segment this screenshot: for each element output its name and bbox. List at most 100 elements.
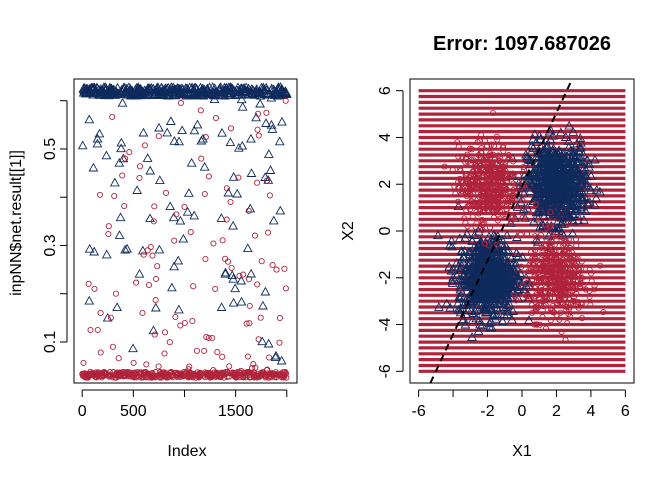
point-triangle xyxy=(485,267,495,276)
point-circle xyxy=(466,202,473,209)
point-triangle xyxy=(452,270,462,280)
point-triangle xyxy=(582,154,593,164)
point-triangle xyxy=(225,137,236,147)
point-circle xyxy=(153,275,160,282)
point-circle xyxy=(537,284,545,291)
point-triangle xyxy=(465,249,475,259)
point-triangle xyxy=(112,302,122,312)
point-triangle xyxy=(200,88,211,98)
point-triangle xyxy=(566,186,577,196)
point-triangle xyxy=(579,171,590,180)
point-triangle xyxy=(92,138,103,148)
point-circle xyxy=(227,198,234,206)
point-triangle xyxy=(260,286,271,296)
point-triangle xyxy=(447,275,458,285)
left-xlabel: Index xyxy=(167,443,206,460)
point-triangle xyxy=(557,173,567,183)
decision-boundary-line xyxy=(429,78,574,384)
point-circle xyxy=(561,292,568,299)
point-triangle xyxy=(444,240,455,250)
point-circle xyxy=(145,281,153,289)
point-circle xyxy=(539,313,546,321)
point-circle xyxy=(545,263,552,270)
point-circle xyxy=(591,283,598,290)
point-triangle xyxy=(275,205,286,215)
point-circle xyxy=(473,209,480,216)
point-circle xyxy=(519,197,526,204)
point-circle xyxy=(263,109,270,116)
point-triangle xyxy=(467,315,478,324)
point-circle xyxy=(485,163,493,170)
point-triangle xyxy=(223,187,234,197)
point-triangle xyxy=(258,300,268,310)
point-circle xyxy=(177,99,184,107)
point-circle xyxy=(528,309,535,317)
point-circle xyxy=(441,163,448,170)
point-circle xyxy=(476,225,484,232)
point-triangle xyxy=(84,295,95,305)
point-triangle xyxy=(145,213,155,223)
point-circle xyxy=(105,230,112,238)
point-triangle xyxy=(486,291,496,301)
point-circle xyxy=(254,179,261,186)
point-triangle xyxy=(271,350,281,360)
point-circle xyxy=(491,207,498,214)
point-circle xyxy=(252,364,259,371)
point-triangle xyxy=(237,101,248,111)
point-triangle xyxy=(230,283,241,293)
point-circle xyxy=(155,133,162,140)
point-circle xyxy=(500,148,507,155)
point-triangle xyxy=(573,215,584,225)
point-triangle xyxy=(534,183,544,193)
point-triangle xyxy=(446,265,457,275)
point-circle xyxy=(560,277,567,284)
point-circle xyxy=(151,203,158,210)
point-circle xyxy=(466,145,473,152)
point-triangle xyxy=(471,278,482,288)
point-triangle xyxy=(563,136,574,145)
point-circle xyxy=(205,334,212,341)
point-triangle xyxy=(548,171,559,180)
point-triangle xyxy=(589,154,600,164)
point-triangle xyxy=(463,305,474,314)
point-circle xyxy=(455,143,462,150)
point-circle xyxy=(542,325,550,332)
point-circle xyxy=(455,153,462,160)
point-triangle xyxy=(455,303,466,313)
point-triangle xyxy=(162,127,173,137)
point-triangle xyxy=(242,243,253,253)
point-triangle xyxy=(521,272,531,282)
point-triangle xyxy=(456,245,467,255)
point-circle xyxy=(549,309,556,316)
point-circle xyxy=(201,347,208,354)
point-circle xyxy=(563,306,570,313)
point-triangle xyxy=(508,306,518,315)
point-triangle xyxy=(468,247,479,257)
point-triangle xyxy=(485,261,496,270)
point-circle xyxy=(109,343,116,350)
point-triangle xyxy=(537,176,547,186)
point-circle xyxy=(484,192,491,199)
point-triangle xyxy=(477,320,488,329)
point-triangle xyxy=(241,82,252,92)
point-triangle xyxy=(464,257,475,267)
point-circle xyxy=(507,217,515,224)
point-triangle xyxy=(582,199,593,209)
point-circle xyxy=(500,142,507,149)
point-circle xyxy=(486,197,493,204)
point-triangle xyxy=(500,302,511,311)
point-triangle xyxy=(497,251,508,261)
point-circle xyxy=(236,272,243,279)
point-circle xyxy=(212,285,219,292)
point-circle xyxy=(244,353,251,360)
point-circle xyxy=(503,186,510,193)
point-triangle xyxy=(560,132,571,141)
point-triangle xyxy=(559,208,570,218)
point-triangle xyxy=(154,122,164,132)
point-triangle xyxy=(513,177,524,187)
point-circle xyxy=(564,320,571,327)
point-triangle xyxy=(531,137,542,147)
right-xlabel: X1 xyxy=(512,443,532,460)
point-triangle xyxy=(227,270,238,280)
point-triangle xyxy=(228,273,239,283)
